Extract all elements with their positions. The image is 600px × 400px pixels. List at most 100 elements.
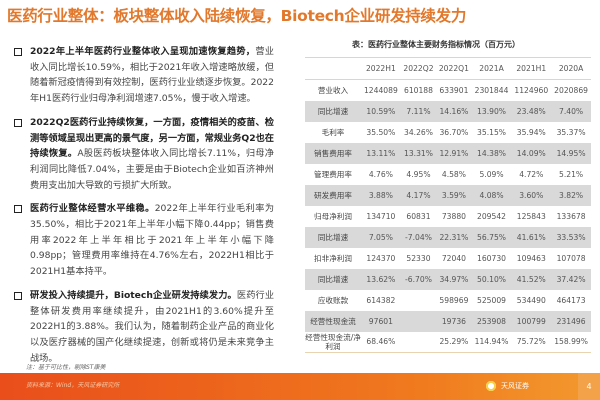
table-cell: 14.16% xyxy=(436,100,472,122)
bullet-list: 2022年上半年医药行业整体收入呈现加速恢复趋势，营业收入同比增长10.59%，… xyxy=(12,44,274,374)
table-cell: 614382 xyxy=(366,295,396,305)
table-row: 同比增速 7.05% -7.04% 22.31% 56.75% 41.61% 33.53% xyxy=(305,226,591,248)
bullet-bold: 2022Q2医药行业持续恢复，一方面，疫情相关的疫苗、检测等领域呈现出更高的景气… xyxy=(30,116,274,160)
table-cell: 134710 xyxy=(366,211,396,221)
table-cell: 125843 xyxy=(516,211,546,221)
table-cell: 1124960 xyxy=(514,85,549,95)
column-header: 2022Q2 xyxy=(400,57,437,80)
table-cell: 5.09% xyxy=(479,169,504,179)
table-cell xyxy=(400,310,437,332)
row-label: 扣非净利润 xyxy=(314,253,352,263)
table-cell: 3.60% xyxy=(511,184,552,206)
table-cell: 14.95% xyxy=(551,142,591,164)
table-cell: 114.94% xyxy=(474,337,509,347)
table-cell: 5.21% xyxy=(559,169,584,179)
table-cell: 73880 xyxy=(441,211,466,221)
table-cell: 13.90% xyxy=(471,100,512,122)
table-cell: 10.59% xyxy=(361,100,401,122)
table-cell: 56.75% xyxy=(471,226,512,248)
bullet-text: 2022年上半年行业毛利率为35.50%，相比于2021年上半年小幅下降0.44… xyxy=(30,203,275,278)
table-cell: 97601 xyxy=(361,310,401,332)
row-label: 经营性现金流 xyxy=(305,310,361,332)
table-cell: 19736 xyxy=(436,310,472,332)
column-header: 2021A xyxy=(471,57,512,80)
table-cell: 464173 xyxy=(556,295,586,305)
logo-text: 天风证券 xyxy=(501,382,529,390)
table-cell: 2301844 xyxy=(474,85,509,95)
bullet-bold: 研发投入持续提升，Biotech企业研发持续发力。 xyxy=(30,289,237,301)
bullet-text: A股医药板块整体收入同比增长7.11%，归母净利润同比降低7.04%，主要是由于… xyxy=(30,148,274,191)
table-cell: -7.04% xyxy=(400,226,437,248)
table-cell: 68.46% xyxy=(366,337,396,347)
table-row: 销售费用率 13.11% 13.31% 12.91% 14.38% 14.09% 14.95… xyxy=(305,142,591,164)
table-cell: 14.38% xyxy=(471,142,512,164)
table-cell: 35.37% xyxy=(556,127,586,137)
table-cell: 60831 xyxy=(406,211,431,221)
table-row: 归母净利润 134710 60831 73880 209542 125843 133678 xyxy=(305,206,591,227)
table-row: 经营性现金流/净利润 68.46% 25.29% 114.94% 75.72% 158.9… xyxy=(305,332,591,353)
column-header: 2022H1 xyxy=(361,57,401,80)
table-cell: 133678 xyxy=(556,211,586,221)
table-cell: 41.52% xyxy=(511,268,552,290)
footer-band: 资料来源：Wind，天风证券研究所 天风证券 4 xyxy=(0,373,600,400)
table-cell: 231496 xyxy=(551,310,591,332)
table-cell: 14.09% xyxy=(511,142,552,164)
table-row: 研发费用率 3.88% 4.17% 3.59% 4.08% 3.60% 3.82% xyxy=(305,184,591,206)
page-title: 医药行业整体：板块整体收入陆续恢复，Biotech企业研发持续发力 xyxy=(7,7,467,25)
table-cell: 158.99% xyxy=(554,337,588,347)
bullet-item: 2022Q2医药行业持续恢复，一方面，疫情相关的疫苗、检测等领域呈现出更高的景气… xyxy=(12,115,274,194)
bullet-text: 营业收入同比增长10.59%，相比于2021年收入增速略放缓，但随着新冠疫情得到… xyxy=(30,46,274,105)
table-cell: 13.62% xyxy=(361,268,401,290)
table-cell: 209542 xyxy=(477,211,507,221)
table-cell: 34.26% xyxy=(404,127,433,137)
table-row: 毛利率 35.50% 34.26% 36.70% 35.15% 35.94% 35.37% xyxy=(305,122,591,143)
row-label: 同比增速 xyxy=(305,268,361,290)
bullet-item: 研发投入持续提升，Biotech企业研发持续发力。医药行业整体研发费用率继续提升… xyxy=(12,288,274,367)
footnote: 注：基于可比性，剔除ST康美 xyxy=(26,364,106,371)
table-cell: 12.91% xyxy=(436,142,472,164)
row-label: 销售费用率 xyxy=(305,142,361,164)
table-row: 同比增速 13.62% -6.70% 34.97% 50.10% 41.52% 37.42% xyxy=(305,268,591,290)
table-header-row: 2022H1 2022Q2 2022Q1 2021A 2021H1 2020A xyxy=(305,57,591,80)
bullet-item: 医药行业整体经营水平维稳。2022年上半年行业毛利率为35.50%，相比于202… xyxy=(12,201,274,280)
table-cell: 1244089 xyxy=(363,85,398,95)
bullet-item: 2022年上半年医药行业整体收入呈现加速恢复趋势，营业收入同比增长10.59%，… xyxy=(12,44,274,107)
table-cell: 36.70% xyxy=(439,127,469,137)
column-header: 2020A xyxy=(551,57,591,80)
table-cell: 525009 xyxy=(477,295,507,305)
table-cell: 35.94% xyxy=(516,127,546,137)
table-cell: 109463 xyxy=(516,253,546,263)
table-cell: 7.11% xyxy=(400,100,437,122)
table-caption: 表：医药行业整体主要财务指标情况（百万元） xyxy=(352,40,520,49)
row-label: 归母净利润 xyxy=(314,211,352,221)
table-row: 同比增速 10.59% 7.11% 14.16% 13.90% 23.48% 7.40% xyxy=(305,100,591,122)
table-cell xyxy=(401,332,436,353)
table-cell: 41.61% xyxy=(511,226,552,248)
table-cell: 534490 xyxy=(516,295,546,305)
table-cell: 4.08% xyxy=(471,184,512,206)
bullet-bold: 2022年上半年医药行业整体收入呈现加速恢复趋势， xyxy=(30,46,256,57)
table-cell: 35.15% xyxy=(477,127,506,137)
bullet-text: 医药行业整体研发费用率继续提升，由2021H1的3.60%提升至2022H1的3… xyxy=(30,289,275,364)
table-cell: 253908 xyxy=(471,310,512,332)
square-bullet-icon xyxy=(14,205,22,214)
row-label: 同比增速 xyxy=(305,226,361,248)
bullet-bold: 医药行业整体经营水平维稳。 xyxy=(30,203,155,215)
table-cell: 4.76% xyxy=(368,169,393,179)
table-cell: 4.58% xyxy=(441,169,466,179)
table-row: 应收账款 614382 598969 525009 534490 464173 xyxy=(305,290,591,311)
table-cell: 610188 xyxy=(403,85,433,95)
table-cell: 2020869 xyxy=(554,85,588,95)
row-label: 经营性现金流/净利润 xyxy=(305,332,361,351)
square-bullet-icon xyxy=(14,118,22,127)
table-cell: 633901 xyxy=(439,85,469,95)
table-row: 经营性现金流 97601 19736 253908 100799 231496 xyxy=(305,310,591,332)
table-cell: 25.29% xyxy=(439,337,469,347)
table-cell: 7.05% xyxy=(361,226,401,248)
square-bullet-icon xyxy=(14,291,22,300)
table-cell: 22.31% xyxy=(436,226,472,248)
table-cell: 4.17% xyxy=(400,184,437,206)
table-row: 营业收入 1244089 610188 633901 2301844 1124960 202… xyxy=(305,80,591,101)
table-cell: 50.10% xyxy=(471,268,512,290)
financial-table: 2022H1 2022Q2 2022Q1 2021A 2021H1 2020A 营业收入 1… xyxy=(305,57,591,353)
